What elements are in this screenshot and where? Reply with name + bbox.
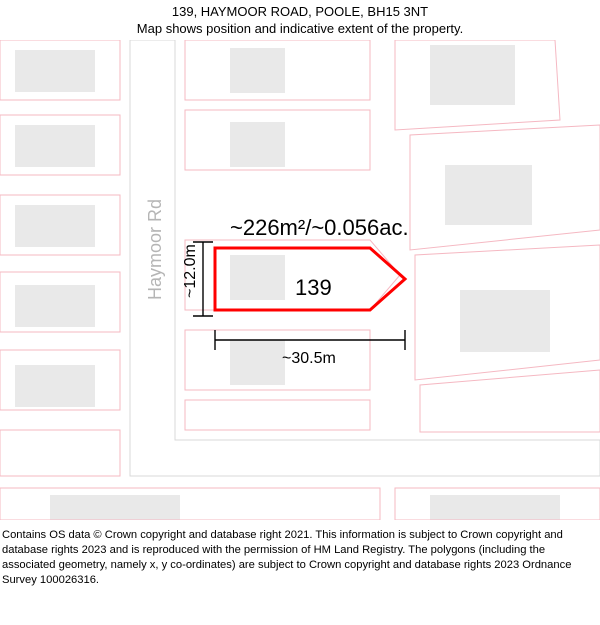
building-rect <box>15 285 95 327</box>
building-rect <box>15 205 95 247</box>
building-rect <box>430 495 560 520</box>
area-label: ~226m²/~0.056ac. <box>230 215 409 241</box>
map-area: Haymoor Rd ~226m²/~0.056ac. 139 ~12.0m ~… <box>0 40 600 520</box>
road-label: Haymoor Rd <box>145 199 166 300</box>
building-rect <box>230 255 285 300</box>
building-rect <box>15 125 95 167</box>
building-rect <box>230 122 285 167</box>
building-rect <box>460 290 550 352</box>
width-dimension-label: ~30.5m <box>282 350 336 368</box>
building-rect <box>430 45 515 105</box>
building-rect <box>445 165 532 225</box>
subtitle-line: Map shows position and indicative extent… <box>0 21 600 38</box>
property-number-label: 139 <box>295 275 332 301</box>
building-rect <box>50 495 180 520</box>
building-rect <box>230 340 285 385</box>
building-rect <box>15 50 95 92</box>
header-block: 139, HAYMOOR ROAD, POOLE, BH15 3NT Map s… <box>0 4 600 38</box>
height-dimension-label: ~12.0m <box>182 244 200 298</box>
building-rect <box>230 48 285 93</box>
building-rect <box>15 365 95 407</box>
address-line: 139, HAYMOOR ROAD, POOLE, BH15 3NT <box>0 4 600 21</box>
copyright-footer: Contains OS data © Crown copyright and d… <box>0 528 600 588</box>
